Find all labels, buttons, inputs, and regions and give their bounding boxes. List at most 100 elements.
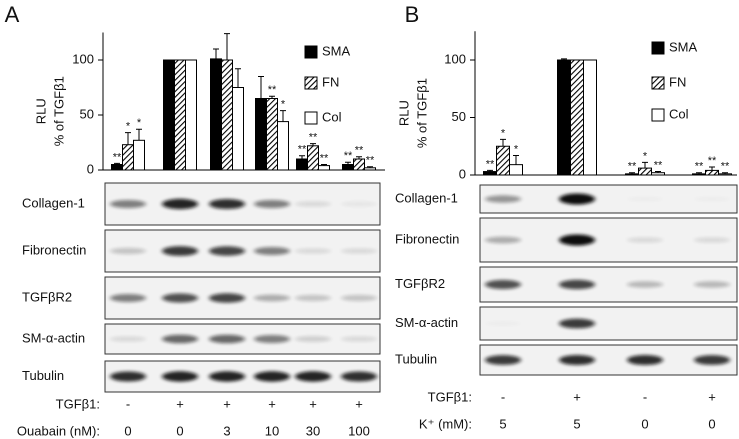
blot-band (254, 335, 290, 343)
condition-value: 0 (708, 416, 715, 431)
legend-swatch (304, 76, 318, 90)
condition-value: - (643, 389, 647, 404)
y-tick-label: 50 (80, 106, 94, 121)
condition-value: 0 (124, 423, 131, 438)
error-bar (114, 162, 120, 165)
blot-band (341, 201, 377, 207)
error-bar (321, 164, 327, 166)
condition-value: + (176, 396, 184, 411)
condition-value: 5 (499, 416, 506, 431)
bar (133, 139, 145, 171)
blot-label: Fibronectin (395, 231, 459, 246)
bar (210, 58, 222, 171)
blot-band (254, 371, 290, 382)
y-tick-label: 0 (459, 166, 466, 181)
significance: * (514, 143, 519, 155)
significance: ** (320, 152, 329, 164)
blot-label: Fibronectin (22, 242, 86, 257)
condition-value: 100 (348, 423, 370, 438)
significance: * (643, 150, 648, 162)
blot-band (254, 294, 290, 302)
significance: ** (268, 84, 277, 96)
bar (570, 59, 584, 176)
blot-band (559, 354, 595, 366)
significance: ** (654, 159, 663, 171)
bar (353, 158, 365, 171)
blot-band (341, 336, 377, 342)
error-bar (258, 76, 264, 99)
y-tick-label: 100 (72, 51, 94, 66)
blot-band (694, 355, 730, 365)
condition-value: + (309, 396, 317, 411)
blot-band (110, 294, 146, 302)
condition-value: 3 (223, 423, 230, 438)
blot-label: Tubulin (22, 368, 64, 383)
blot-band (295, 294, 331, 302)
legend-swatch (304, 111, 318, 125)
blot-band (254, 247, 290, 255)
condition-value: 10 (265, 423, 279, 438)
blot-band (627, 354, 663, 366)
error-bar (235, 68, 241, 88)
error-bar (224, 33, 230, 60)
error-bar (722, 172, 728, 174)
blot-band (209, 198, 245, 210)
significance: ** (309, 132, 318, 144)
legend-swatch (651, 41, 665, 55)
bar (266, 98, 278, 171)
condition-value: - (126, 396, 130, 411)
blot-band (295, 201, 331, 207)
bar (277, 121, 289, 171)
blot-band (627, 281, 663, 288)
blot-band (209, 293, 245, 303)
bar (122, 144, 134, 171)
bar (255, 98, 267, 171)
blot-band (485, 195, 521, 203)
error-bar (356, 156, 362, 159)
condition-label: TGFβ1: (428, 389, 472, 404)
blot-band (110, 247, 146, 255)
significance: ** (721, 161, 730, 173)
blot-band (110, 336, 146, 342)
legend-swatch (304, 45, 318, 59)
blot-band (559, 234, 595, 246)
condition-value: + (573, 389, 581, 404)
significance: ** (708, 155, 717, 167)
condition-value: 0 (641, 416, 648, 431)
bar (318, 165, 330, 171)
bar (692, 173, 706, 176)
y-tick-label: 50 (452, 109, 466, 124)
bar (638, 167, 652, 176)
error-bar (136, 128, 142, 141)
y-axis-label: RLU (396, 100, 411, 126)
bar (651, 172, 665, 176)
error-bar (696, 172, 702, 174)
blot-band (162, 334, 198, 344)
significance: * (281, 99, 286, 111)
condition-value: 5 (573, 416, 580, 431)
condition-label: TGFβ1: (56, 396, 100, 411)
bar (232, 87, 244, 171)
significance: ** (298, 144, 307, 156)
error-bar (345, 161, 351, 165)
bar (483, 171, 497, 176)
blot-band (559, 318, 595, 329)
bar (364, 167, 376, 171)
bar (625, 173, 639, 176)
condition-value: + (708, 389, 716, 404)
blot-band (559, 279, 595, 290)
blot-band (485, 355, 521, 365)
significance: * (126, 121, 131, 133)
bar (583, 59, 597, 176)
blot-band (627, 237, 663, 243)
blot (479, 184, 738, 214)
error-bar (629, 172, 635, 174)
y-axis-label: % of TGFβ1 (51, 76, 66, 146)
significance: ** (366, 155, 375, 167)
blot-band (209, 246, 245, 256)
blot-band (162, 198, 198, 210)
legend-swatch (651, 76, 665, 90)
blot-band (485, 321, 521, 326)
blot-band (162, 371, 198, 382)
